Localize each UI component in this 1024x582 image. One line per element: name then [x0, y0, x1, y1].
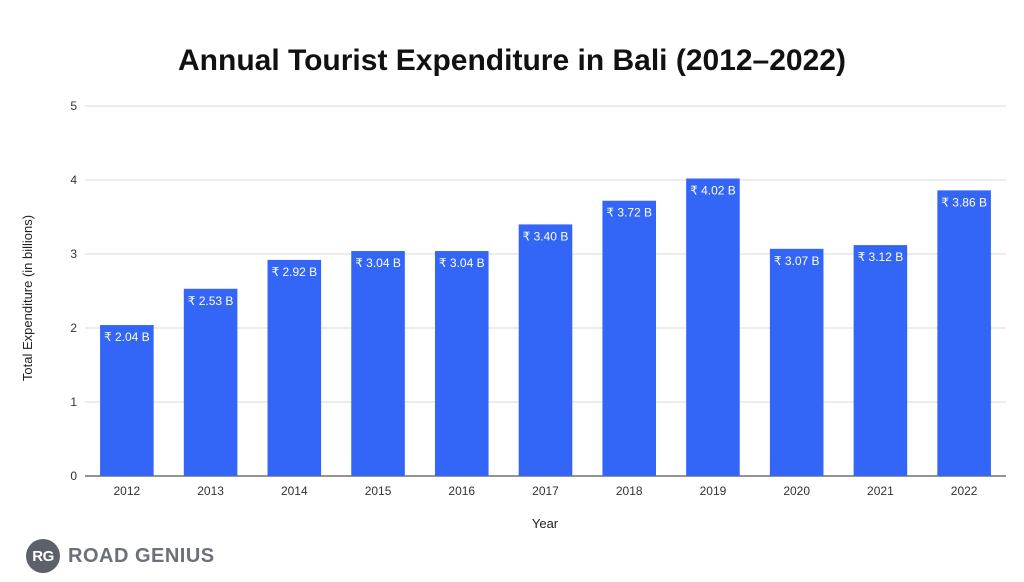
x-tick-label: 2019: [700, 484, 727, 498]
x-tick-label: 2017: [532, 484, 559, 498]
y-axis-ticks: 0 1 2 3 4 5: [70, 99, 77, 483]
bar: [267, 259, 322, 476]
x-axis-label: Year: [532, 516, 559, 531]
x-tick-label: 2018: [616, 484, 643, 498]
bar: [602, 200, 657, 476]
bar: [518, 224, 573, 476]
bar: [434, 251, 489, 476]
y-tick-label: 4: [70, 173, 77, 187]
bar-data-label: ₹ 2.53 B: [188, 294, 234, 308]
bar-data-label: ₹ 3.04 B: [439, 256, 485, 270]
x-tick-label: 2016: [448, 484, 475, 498]
bar: [937, 190, 991, 477]
chart-title: Annual Tourist Expenditure in Bali (2012…: [178, 44, 846, 77]
y-tick-label: 1: [70, 395, 77, 409]
brand-badge: RG: [26, 539, 60, 573]
x-tick-label: 2020: [783, 484, 810, 498]
brand-name: ROAD GENIUS: [68, 544, 215, 567]
bar: [183, 288, 238, 476]
x-tick-label: 2022: [951, 484, 978, 498]
x-tick-label: 2021: [867, 484, 894, 498]
bar: [769, 248, 824, 476]
bar: [100, 325, 154, 476]
y-tick-label: 5: [70, 99, 77, 113]
bar-data-label: ₹ 3.12 B: [858, 250, 904, 264]
bar-data-label: ₹ 2.04 B: [104, 330, 150, 344]
bar-data-label: ₹ 3.04 B: [355, 256, 401, 270]
x-tick-label: 2013: [197, 484, 224, 498]
bar: [351, 251, 405, 476]
bars: ₹ 2.04 B ₹ 2.53 B ₹ 2.92 B ₹ 3.04 B ₹ 3.04 B…: [100, 178, 991, 477]
y-tick-label: 2: [70, 321, 77, 335]
bar-data-label: ₹ 3.86 B: [941, 195, 987, 209]
bar-data-label: ₹ 3.40 B: [523, 229, 569, 243]
x-tick-label: 2015: [365, 484, 392, 498]
y-axis-label: Total Expenditure (in billions): [20, 215, 35, 381]
bar-data-label: ₹ 3.72 B: [606, 206, 652, 220]
bar-data-label: ₹ 4.02 B: [690, 184, 736, 198]
bar: [853, 245, 908, 476]
brand-logo: RG ROAD GENIUS: [26, 539, 215, 573]
bar: [686, 178, 740, 476]
y-tick-label: 3: [70, 247, 77, 261]
x-tick-label: 2014: [281, 484, 308, 498]
x-tick-label: 2012: [114, 484, 141, 498]
y-tick-label: 0: [70, 469, 77, 483]
x-axis-ticks: 2012 2013 2014 2015 2016 2017 2018 2019 2020 2021…: [114, 484, 978, 498]
bar-data-label: ₹ 2.92 B: [271, 265, 317, 279]
bar-data-label: ₹ 3.07 B: [774, 254, 820, 268]
